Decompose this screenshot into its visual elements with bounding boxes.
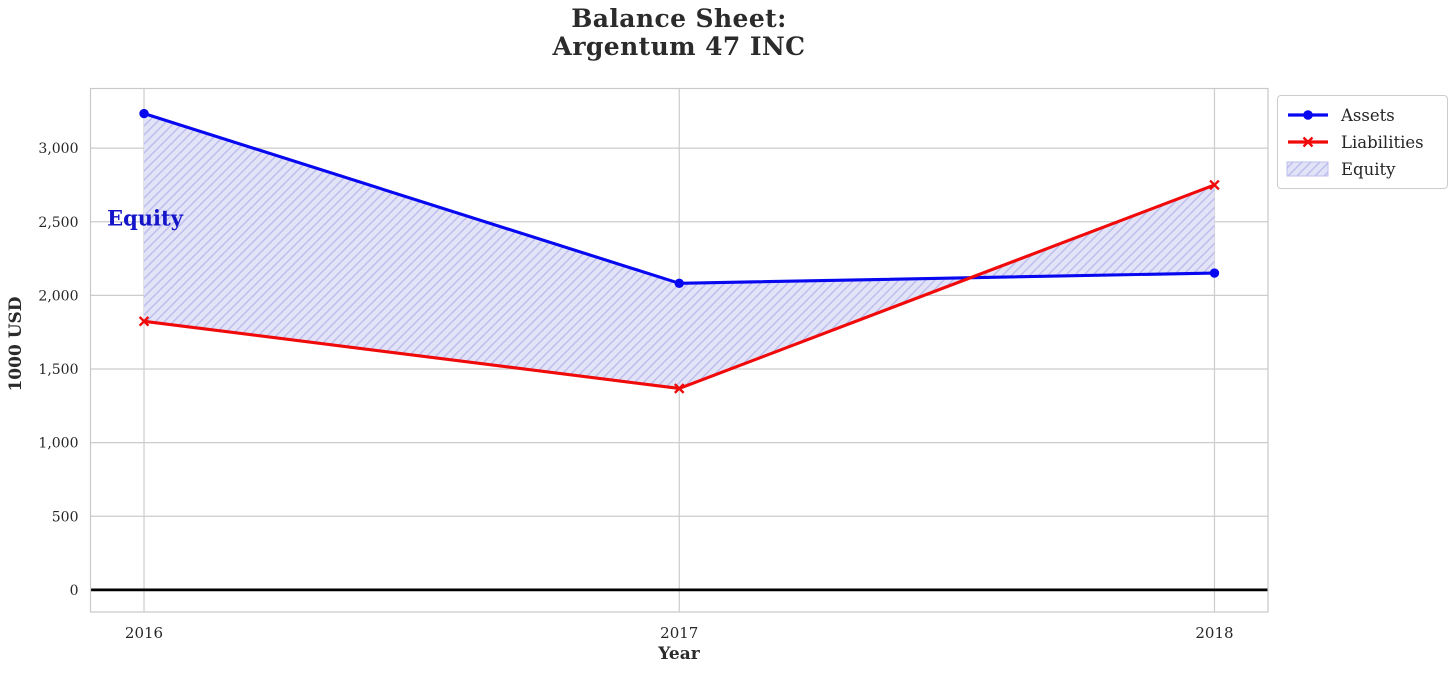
- legend-entry-liabilities: Liabilities: [1286, 129, 1438, 155]
- legend-entry-assets: Assets: [1286, 102, 1438, 128]
- equity-fill-area: [144, 113, 1215, 389]
- chart-title: Balance Sheet: Argentum 47 INC: [552, 4, 806, 61]
- assets-marker: [674, 278, 684, 289]
- equity-annotation: Equity: [107, 205, 184, 230]
- y-tick-label: 0: [70, 583, 79, 599]
- x-tick-label: 2017: [660, 624, 698, 642]
- x-tick-label: 2018: [1195, 624, 1233, 642]
- equity-patch-sample-icon: [1286, 161, 1329, 177]
- liabilities-marker: [138, 316, 150, 327]
- series-lines: [138, 108, 1220, 394]
- liabilities-line-sample-icon: [1288, 136, 1328, 148]
- y-tick-label: 2,500: [38, 215, 78, 231]
- assets-line-sample-icon: [1288, 110, 1328, 120]
- y-tick-label: 1,500: [38, 362, 78, 378]
- legend-label-equity: Equity: [1341, 159, 1396, 179]
- y-tick-label: 2,000: [38, 288, 78, 304]
- legend: Assets Liabilities Equity: [1277, 95, 1448, 189]
- plot-border: [89, 87, 1269, 613]
- axis-tick-labels: 0 500 1,000 1,500 2,000 2,500 3,000 2016 2017 201…: [38, 141, 1233, 642]
- legend-entry-equity: Equity: [1286, 156, 1438, 182]
- x-axis-label: Year: [658, 644, 700, 664]
- legend-label-assets: Assets: [1341, 105, 1395, 125]
- y-tick-label: 500: [52, 509, 79, 525]
- y-axis-label: 1000 USD: [6, 296, 26, 392]
- legend-label-liabilities: Liabilities: [1341, 132, 1424, 152]
- y-tick-label: 3,000: [38, 141, 78, 157]
- liabilities-marker: [1209, 179, 1220, 191]
- assets-marker: [139, 108, 149, 119]
- x-tick-label: 2016: [125, 624, 163, 642]
- y-tick-label: 1,000: [38, 436, 78, 452]
- liabilities-marker: [674, 383, 685, 394]
- assets-marker: [1209, 268, 1220, 278]
